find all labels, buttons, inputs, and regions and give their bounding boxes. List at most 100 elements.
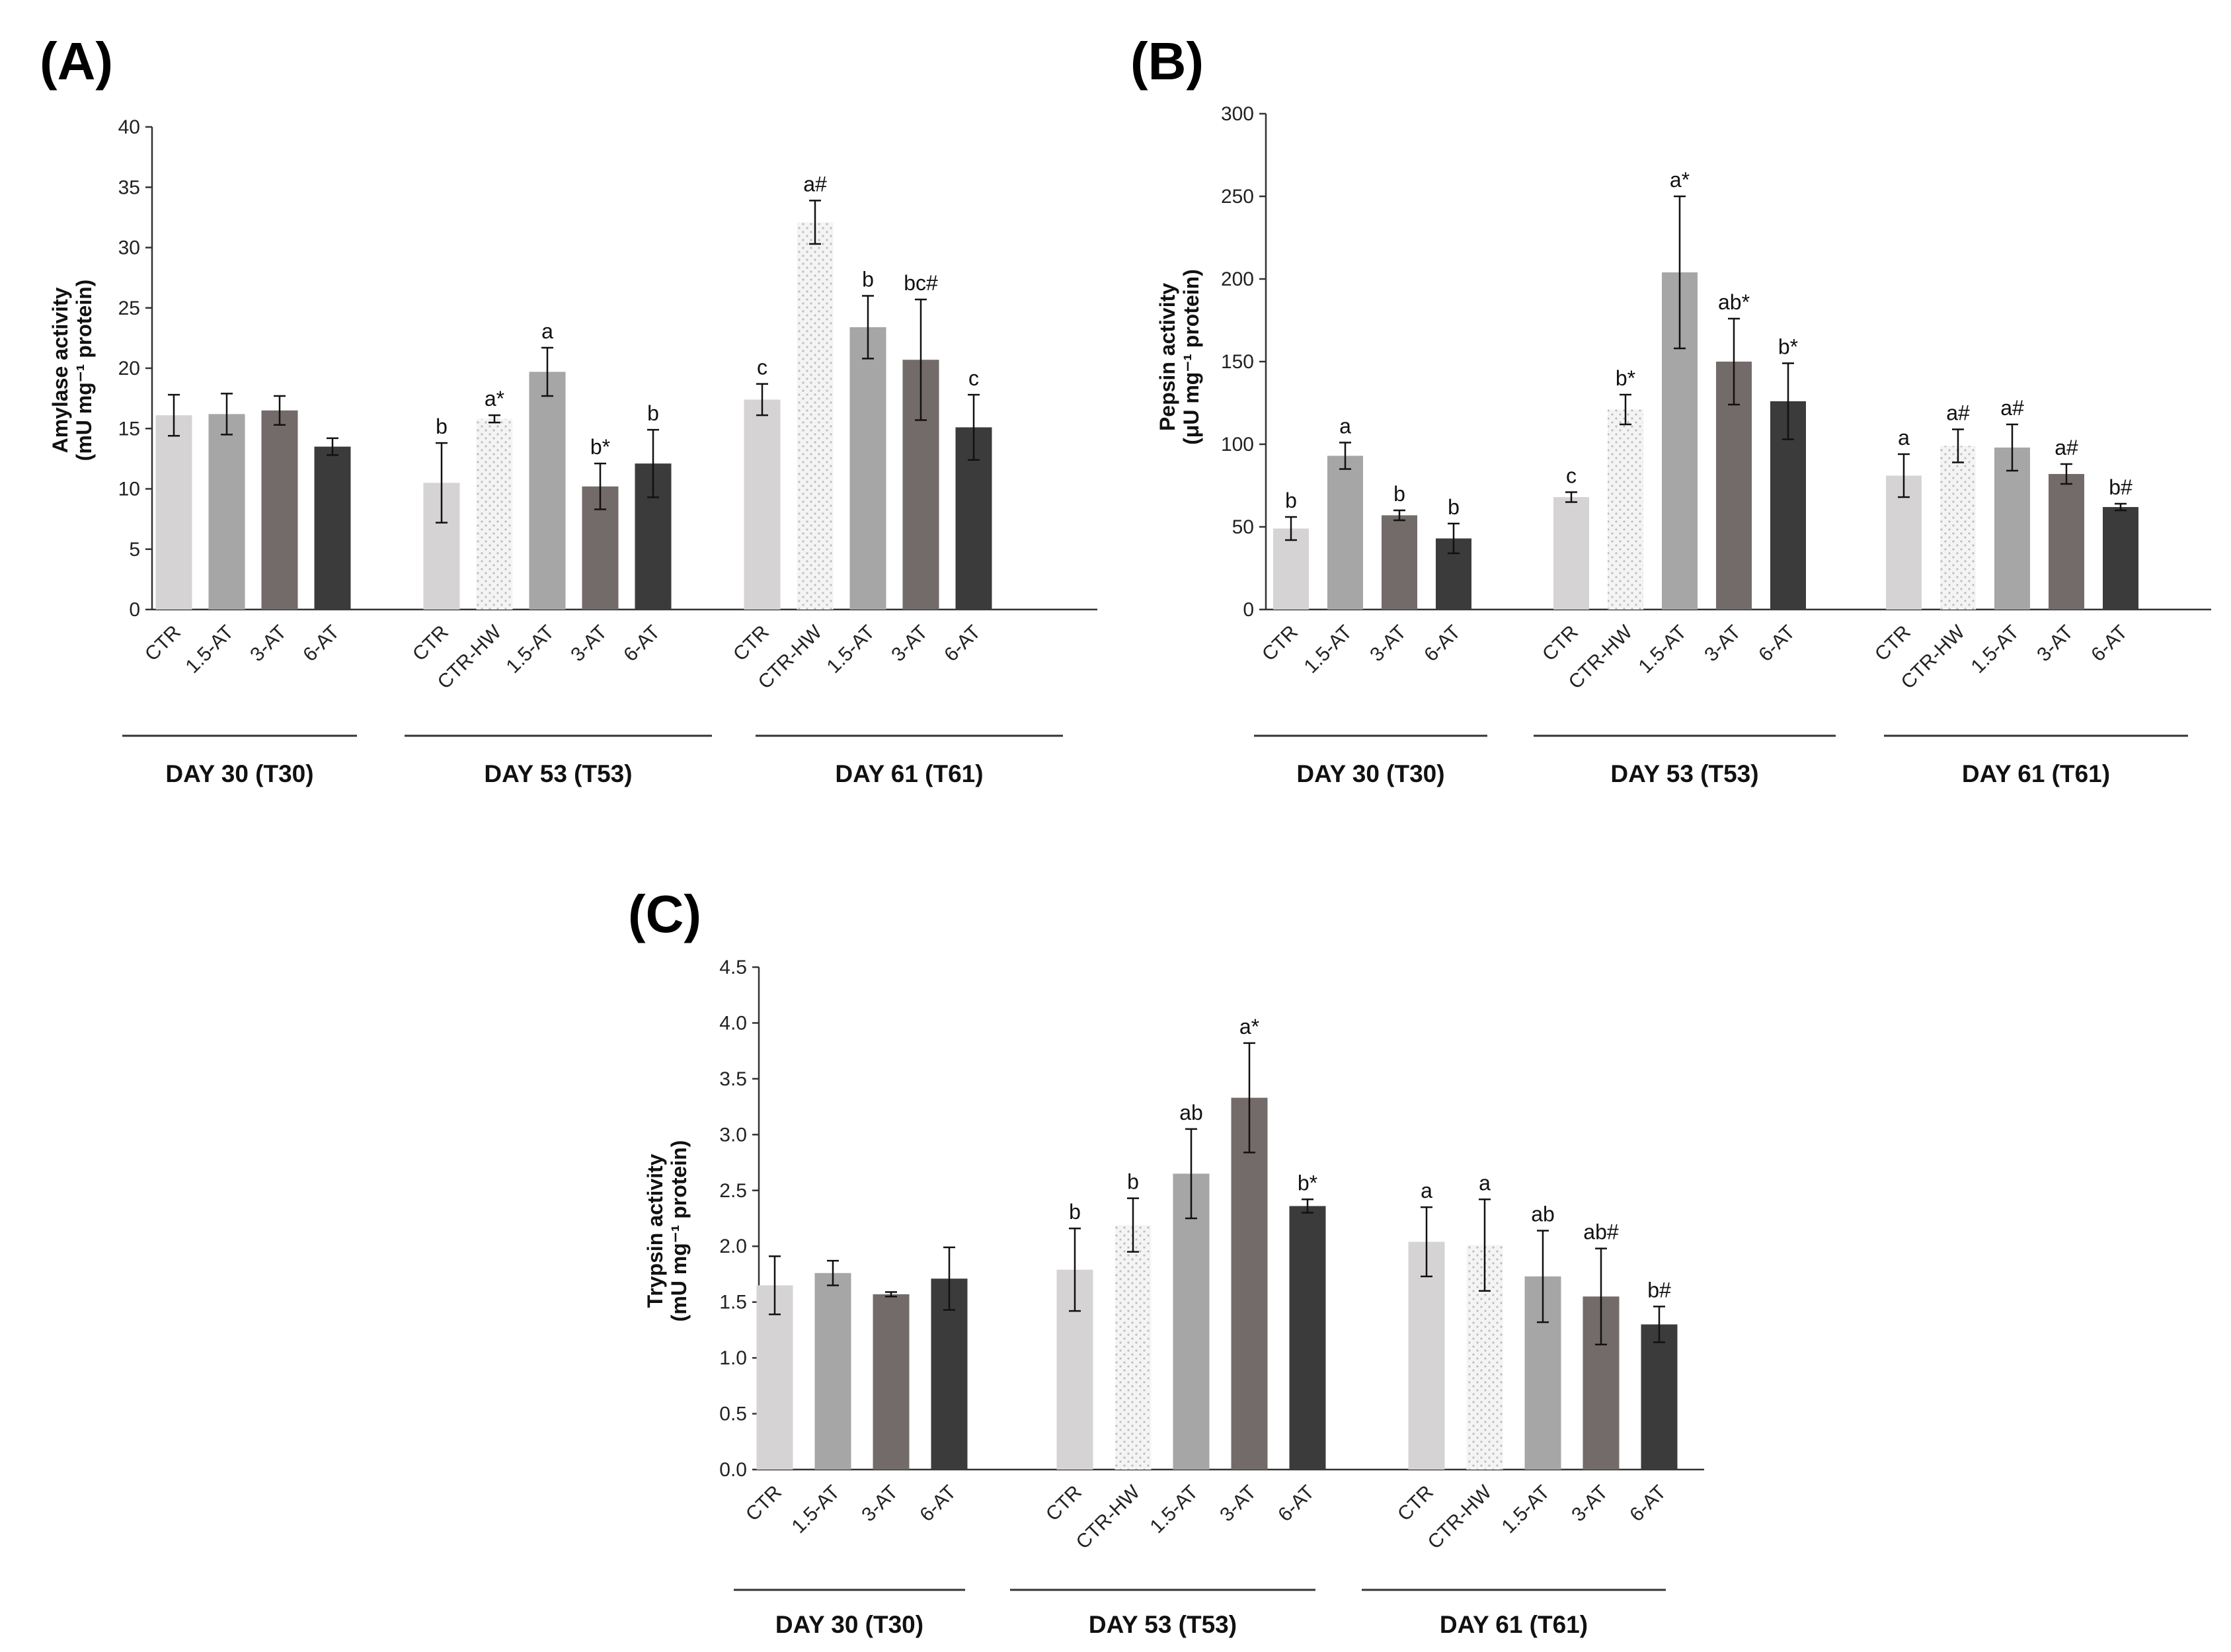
significance-label: a#	[1946, 401, 1970, 425]
significance-label: a#	[803, 172, 827, 196]
significance-label: c	[1566, 464, 1577, 488]
y-tick-label: 10	[118, 479, 140, 500]
bar	[476, 418, 513, 610]
bar	[1994, 448, 2030, 610]
y-axis-title-line-1: Pepsin activity	[1155, 283, 1179, 431]
y-tick-label: 4.0	[719, 1012, 747, 1034]
y-tick-label: 15	[118, 418, 140, 440]
panel-c-trypsin-chart: (C) Trypsin activity(mU mg⁻¹ protein) 0.0 0…	[628, 885, 1704, 1638]
bar	[1327, 455, 1363, 610]
significance-label: b#	[2109, 475, 2133, 499]
x-category-label: CTR	[729, 621, 773, 666]
bar	[873, 1294, 910, 1470]
y-axis-title: Trypsin activity(mU mg⁻¹ protein)	[643, 1140, 691, 1322]
bar	[849, 327, 886, 610]
significance-label: a#	[2000, 396, 2024, 420]
bar	[1608, 409, 1643, 610]
bar	[1289, 1206, 1326, 1470]
significance-label: bc#	[904, 271, 938, 295]
significance-label: ab#	[1583, 1220, 1619, 1244]
y-tick-label: 5	[129, 539, 140, 561]
bar	[756, 1285, 793, 1470]
bar	[1940, 446, 1976, 610]
bar	[2049, 474, 2084, 610]
y-tick-label: 3.5	[719, 1068, 747, 1090]
y-tick-label: 0.5	[719, 1403, 747, 1425]
x-category-label: CTR	[1871, 621, 1915, 666]
x-category-label: 3-AT	[887, 621, 932, 666]
bar	[261, 410, 298, 610]
significance-label: a*	[1239, 1015, 1259, 1039]
bar	[814, 1273, 851, 1470]
group-label: DAY 30 (T30)	[165, 760, 313, 787]
x-category-label: CTR	[1042, 1481, 1086, 1526]
x-category-label: CTR	[1258, 621, 1302, 666]
y-tick-label: 0	[1243, 599, 1254, 621]
significance-label: a	[541, 319, 553, 343]
panel-b-pepsin-chart: (B) Pepsin activity(μU mg⁻¹ protein) 0 50 10…	[1130, 32, 2211, 787]
x-category-label: 1.5-AT	[1300, 621, 1356, 678]
significance-label: b	[1069, 1200, 1081, 1224]
bar	[1273, 528, 1309, 610]
y-tick-label: 4.5	[719, 957, 747, 978]
significance-label: a	[1421, 1179, 1432, 1202]
group-label: DAY 30 (T30)	[775, 1611, 923, 1638]
significance-label: a	[1898, 426, 1910, 450]
y-tick-label: 1.5	[719, 1292, 747, 1314]
bar	[2103, 507, 2138, 610]
bar	[1173, 1173, 1210, 1470]
significance-label: a	[1479, 1171, 1491, 1195]
significance-label: b	[1448, 495, 1460, 519]
significance-label: b	[1285, 489, 1297, 512]
x-category-label: 6-AT	[299, 621, 344, 666]
x-category-label: 1.5-AT	[1498, 1481, 1554, 1538]
significance-label: b*	[1298, 1171, 1317, 1195]
y-tick-label: 35	[118, 177, 140, 198]
group-label: DAY 61 (T61)	[1962, 760, 2110, 787]
y-tick-label: 150	[1221, 351, 1254, 373]
y-axis-title: Amylase activity(mU mg⁻¹ protein)	[48, 280, 96, 461]
x-category-label: 3-AT	[1700, 621, 1745, 666]
bar	[1231, 1097, 1268, 1470]
significance-label: b	[647, 401, 659, 425]
bar	[529, 372, 566, 610]
group-label: DAY 61 (T61)	[835, 760, 983, 787]
y-tick-label: 25	[118, 297, 140, 319]
bar	[1382, 515, 1417, 610]
x-category-label: 6-AT	[1625, 1481, 1670, 1526]
x-category-label: 6-AT	[619, 621, 664, 666]
bar	[155, 415, 192, 610]
panel-letter: (B)	[1130, 32, 1204, 91]
panel-letter: (A)	[40, 32, 113, 91]
x-category-label: 1.5-AT	[1967, 621, 2023, 678]
x-category-label: 3-AT	[1567, 1481, 1612, 1526]
significance-label: c	[968, 366, 979, 390]
bar	[1641, 1324, 1678, 1470]
y-tick-label: 200	[1221, 268, 1254, 290]
x-category-label: CTR	[409, 621, 453, 666]
significance-label: ab	[1179, 1101, 1203, 1124]
significance-label: b*	[1616, 366, 1635, 390]
y-tick-label: 20	[118, 358, 140, 379]
x-category-label: CTR	[1538, 621, 1583, 666]
group-label: DAY 53 (T53)	[484, 760, 632, 787]
group-label: DAY 53 (T53)	[1610, 760, 1758, 787]
x-category-label: 3-AT	[2033, 621, 2078, 666]
group-label: DAY 53 (T53)	[1089, 1611, 1237, 1638]
x-category-label: 6-AT	[1754, 621, 1799, 666]
bar	[1553, 497, 1589, 610]
significance-label: b*	[590, 435, 610, 459]
bar	[314, 446, 351, 610]
y-tick-label: 2.0	[719, 1236, 747, 1257]
group-label: DAY 61 (T61)	[1440, 1611, 1588, 1638]
group-label: DAY 30 (T30)	[1296, 760, 1444, 787]
bar	[744, 399, 781, 610]
x-category-label: 6-AT	[1274, 1481, 1319, 1526]
x-category-label: CTR-HW	[1072, 1481, 1145, 1554]
bar	[1408, 1241, 1445, 1470]
panel-letter: (C)	[628, 885, 701, 943]
x-category-label: 3-AT	[1216, 1481, 1261, 1526]
bar	[797, 222, 834, 610]
y-tick-label: 30	[118, 237, 140, 259]
significance-label: ab*	[1718, 290, 1750, 314]
